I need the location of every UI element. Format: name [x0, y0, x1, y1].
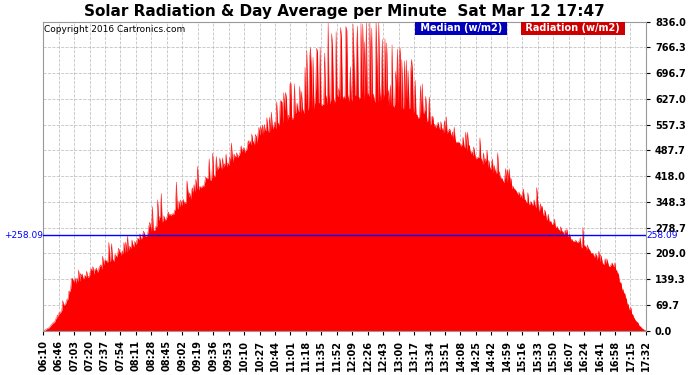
Text: Copyright 2016 Cartronics.com: Copyright 2016 Cartronics.com	[44, 25, 186, 34]
Text: Median (w/m2): Median (w/m2)	[417, 23, 506, 33]
Text: Radiation (w/m2): Radiation (w/m2)	[522, 23, 624, 33]
Text: +258.09: +258.09	[4, 231, 43, 240]
Title: Solar Radiation & Day Average per Minute  Sat Mar 12 17:47: Solar Radiation & Day Average per Minute…	[84, 4, 605, 19]
Text: 258.09: 258.09	[646, 231, 678, 240]
